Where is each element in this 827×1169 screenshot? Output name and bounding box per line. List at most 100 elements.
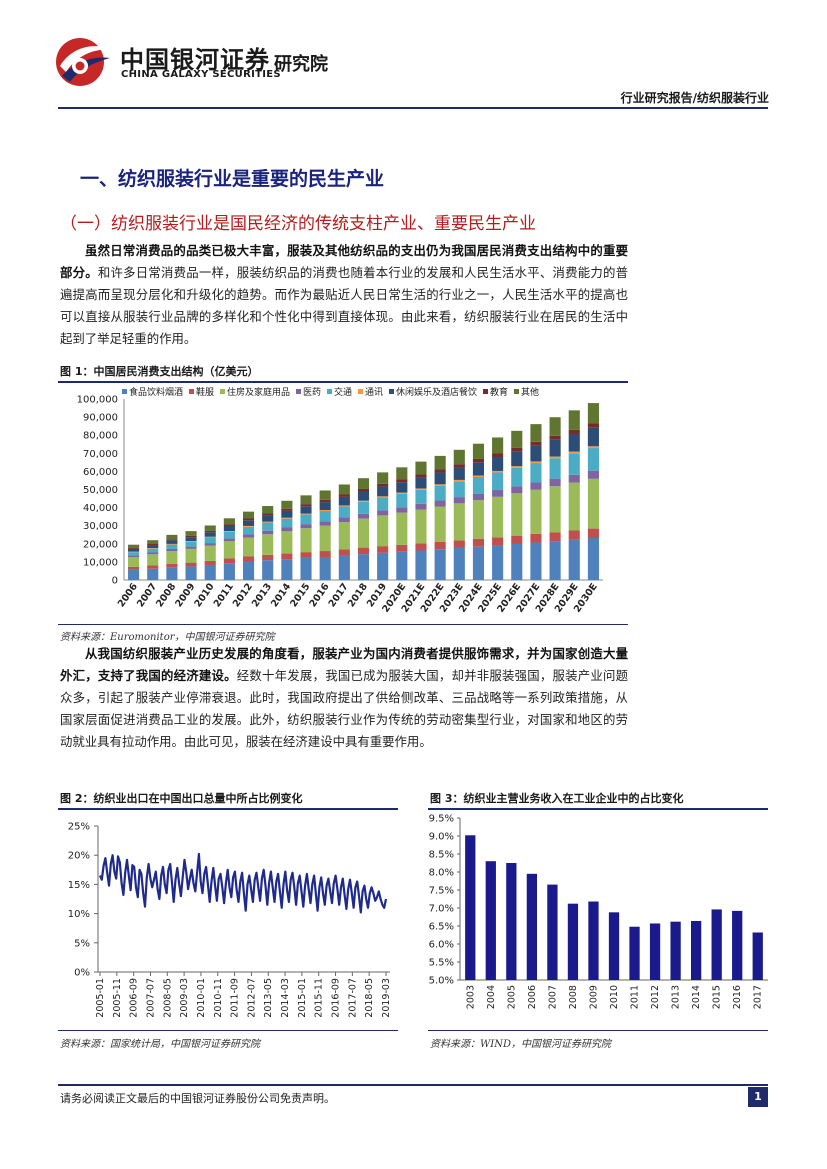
- bar-segment-2026E-5: [511, 466, 523, 468]
- figure-2-top-rule: [58, 808, 398, 810]
- bar-segment-2013-8: [262, 506, 274, 514]
- bar-segment-2008-6: [166, 540, 178, 544]
- figure-2-chart: 0% 5% 10% 15% 20% 25% 2005-01 2005-11 2006-09 200…: [68, 822, 392, 1018]
- bar-segment-2013-0: [262, 560, 274, 580]
- bar-segment-2019-7: [377, 483, 389, 487]
- y-tick-label: 6.0%: [429, 940, 454, 951]
- bar-segment-2007-2: [147, 554, 159, 566]
- bar-segment-2028E-8: [549, 417, 561, 436]
- bar-segment-2015-1: [300, 552, 312, 558]
- bar-segment-2018-1: [357, 547, 370, 555]
- bar-segment-2014-0: [281, 559, 293, 580]
- bar-segment-2015-2: [300, 528, 312, 553]
- bar-segment-2030E-2: [587, 478, 599, 529]
- bar-segment-2017-1: [338, 549, 350, 556]
- legend-label-7: 教育: [490, 386, 508, 398]
- bar-segment-2016-4: [319, 511, 331, 522]
- x-tick-label: 2011-09: [230, 978, 241, 1018]
- figure-3-title: 图 3：纺织业主营业务收入在工业企业中的占比变化: [430, 792, 684, 805]
- bar-segment-2028E-5: [549, 456, 561, 459]
- bar-segment-2028E-7: [549, 435, 561, 440]
- bar-segment-2007-4: [147, 548, 159, 553]
- bar-segment-2020E-7: [396, 479, 408, 483]
- figure-2-bottom-rule: [58, 1030, 398, 1031]
- bar-segment-2018-6: [357, 491, 370, 501]
- bar-segment-2012-7: [242, 518, 255, 521]
- legend-swatch-3: [296, 389, 301, 394]
- bar-segment-2008-5: [166, 543, 178, 545]
- x-tick-label: 2003: [465, 985, 476, 1009]
- bar-segment-2022E-7: [434, 469, 446, 473]
- x-tick-label: 2017: [753, 985, 764, 1009]
- bar-segment-2013-7: [262, 513, 274, 516]
- bar-segment-2023E-5: [453, 479, 465, 482]
- bar-segment-2008-7: [166, 539, 178, 541]
- figure-1-bottom-rule: [58, 624, 628, 625]
- paragraph-1-body: 和许多日常消费品一样，服装纺织品的消费也随着本行业的发展和人民生活水平、消费能力…: [60, 265, 629, 346]
- bar-segment-2018-2: [357, 518, 370, 548]
- bar-segment-2010-5: [204, 536, 216, 538]
- bar-segment-2008-2: [166, 551, 178, 564]
- legend-swatch-7: [483, 389, 488, 394]
- bar-segment-2021E-3: [415, 503, 427, 510]
- bar-segment-2015-3: [300, 524, 312, 529]
- y-tick-label: 0: [112, 576, 118, 587]
- bar-segment-2009-3: [185, 546, 197, 549]
- bar-segment-2015-5: [300, 513, 312, 515]
- bar-segment-2012-8: [242, 511, 255, 519]
- bar-segment-2020E-0: [396, 551, 408, 580]
- y-tick-label: 7.0%: [429, 904, 454, 915]
- y-tick-label: 9.5%: [429, 814, 454, 825]
- x-tick-label: 2009-03: [179, 978, 190, 1018]
- legend-label-3: 医药: [303, 387, 321, 398]
- bar-segment-2022E-0: [434, 549, 446, 580]
- bar-segment-2011-2: [223, 541, 235, 559]
- x-tick-label: 2005: [506, 985, 517, 1009]
- legend-swatch-8: [514, 389, 519, 394]
- bar-segment-2010-8: [204, 525, 216, 531]
- bar-segment-2021E-6: [415, 477, 427, 489]
- bar-segment-2017-4: [338, 506, 350, 518]
- bar-segment-2029E-4: [568, 453, 580, 475]
- bar-segment-2024E-8: [472, 443, 485, 459]
- bar-segment-2022E-5: [434, 484, 446, 486]
- y-tick-label: 5.5%: [429, 958, 454, 969]
- bar-2016: [732, 910, 743, 980]
- y-tick-label: 9.0%: [429, 832, 454, 843]
- bar-segment-2026E-4: [511, 467, 523, 487]
- bar-segment-2030E-6: [587, 427, 599, 447]
- logo-english-name: CHINA GALAXY SECURITIES: [121, 69, 281, 80]
- galaxy-logo-icon: [56, 38, 112, 86]
- bar-segment-2006-5: [128, 551, 140, 553]
- bar-segment-2023E-0: [453, 547, 465, 580]
- bar-segment-2016-1: [319, 551, 331, 558]
- bar-segment-2017-2: [338, 522, 350, 550]
- bar-segment-2011-0: [223, 563, 235, 580]
- bar-segment-2029E-7: [568, 429, 580, 434]
- bar-segment-2021E-7: [415, 474, 427, 478]
- x-tick-label: 2008-05: [162, 978, 173, 1018]
- bar-segment-2015-6: [300, 506, 312, 514]
- bar-segment-2010-2: [204, 545, 216, 561]
- x-tick-label: 2005-01: [95, 978, 106, 1018]
- bar-segment-2029E-5: [568, 451, 580, 454]
- x-tick-label: 2010-11: [213, 978, 224, 1018]
- bar-segment-2026E-1: [511, 535, 523, 544]
- figure-3-chart: 5.0% 5.5% 6.0% 6.5% 7.0% 7.5% 8.0% 8.5% 9.0% 9.5%…: [429, 814, 768, 1009]
- series-line: [98, 852, 388, 914]
- bar-segment-2020E-6: [396, 482, 408, 493]
- bar-segment-2012-5: [242, 525, 255, 527]
- paragraph-1-lead: 虽然日常消费品的品类已极大丰富，服装及其他纺织品的支出仍为我国居民消费支出结构中…: [60, 243, 628, 280]
- bar-segment-2007-1: [147, 565, 159, 569]
- bar-segment-2009-8: [185, 531, 197, 536]
- bar-segment-2008-4: [166, 544, 178, 549]
- bar-segment-2026E-6: [511, 451, 523, 467]
- figure-1-top-rule: [58, 381, 628, 383]
- x-tick-label: 2015-01: [297, 978, 308, 1018]
- bar-segment-2026E-0: [511, 543, 523, 580]
- bar-segment-2022E-8: [434, 455, 446, 470]
- bar-2008: [567, 903, 579, 980]
- footer-rule: [58, 1084, 768, 1086]
- bar-segment-2013-2: [262, 534, 274, 555]
- bar-segment-2009-6: [185, 537, 197, 542]
